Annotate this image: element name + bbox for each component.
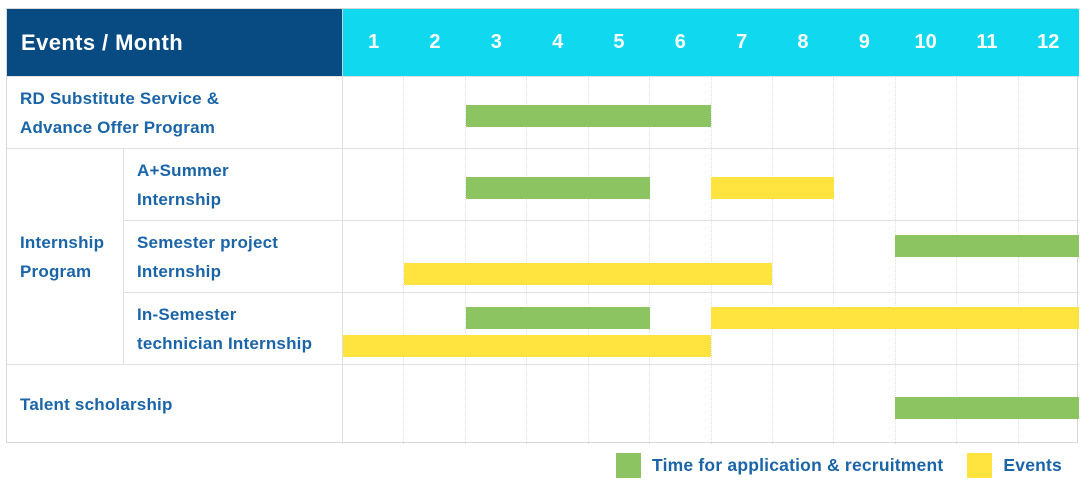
row-label-talent-scholarship: Talent scholarship <box>7 364 342 444</box>
grid-cell-month-3 <box>464 77 526 148</box>
grid-cell-month-5 <box>587 365 649 444</box>
month-header-5: 5 <box>613 31 625 53</box>
grid-cell-month-4 <box>526 221 587 292</box>
grid-cell-month-6 <box>649 365 710 444</box>
grid-cell-month-8 <box>771 77 833 148</box>
grid-cell-month-2 <box>403 365 464 444</box>
row-label-a-plus-summer: A+Summer Internship <box>123 148 342 220</box>
legend-label-application: Time for application & recruitment <box>652 455 944 475</box>
grid-cell-month-10 <box>894 77 956 148</box>
grid-cell-month-2 <box>403 221 464 292</box>
grid-cell-month-3 <box>464 221 526 292</box>
grid-cell-month-7 <box>710 221 772 292</box>
grid-cell-month-6 <box>649 149 710 220</box>
event-bar <box>711 307 1079 329</box>
grid-cell-month-7 <box>710 365 772 444</box>
header-months: 1 2 3 4 5 6 7 8 9 10 11 12 <box>342 9 1079 76</box>
month-header-12: 12 <box>1037 31 1060 53</box>
application-bar <box>465 105 711 128</box>
grid-cell-month-9 <box>833 365 894 444</box>
grid-cell-month-2 <box>403 293 464 364</box>
legend-label-events: Events <box>1003 455 1062 475</box>
grid-cell-month-1 <box>343 149 403 220</box>
row-label-in-semester-technician: In-Semester technician Internship <box>123 292 342 364</box>
grid-cell-month-8 <box>771 221 833 292</box>
grid-cell-month-11 <box>956 149 1017 220</box>
application-bar <box>465 177 650 200</box>
month-header-7: 7 <box>736 31 748 53</box>
month-header-3: 3 <box>490 31 502 53</box>
grid-cell-month-2 <box>403 77 464 148</box>
grid-cell-month-9 <box>833 221 894 292</box>
row-bars-a-plus-summer <box>342 148 1079 220</box>
grid-cell-month-9 <box>833 149 894 220</box>
grid-cell-month-9 <box>833 77 894 148</box>
grid-cell-month-12 <box>1017 149 1079 220</box>
grid-cell-month-11 <box>956 77 1017 148</box>
grid-cell-month-12 <box>1017 77 1079 148</box>
application-bar <box>465 307 650 329</box>
grid-cell-month-6 <box>649 221 710 292</box>
grid-cell-month-3 <box>464 365 526 444</box>
application-bar <box>895 235 1079 257</box>
month-header-8: 8 <box>797 31 809 53</box>
row-bars-semester-project <box>342 220 1079 292</box>
group-label-internship-program: Internship Program <box>7 148 123 364</box>
row-bars-rd-substitute <box>342 76 1079 148</box>
row-bars-in-semester-technician <box>342 292 1079 364</box>
grid-cell-month-1 <box>343 365 403 444</box>
green-swatch-icon <box>616 453 642 478</box>
grid-cell-month-3 <box>464 293 526 364</box>
header-events-month: Events / Month <box>7 9 342 76</box>
grid-cell-month-3 <box>464 149 526 220</box>
row-label-rd-substitute: RD Substitute Service & Advance Offer Pr… <box>7 76 342 148</box>
month-header-10: 10 <box>914 31 937 53</box>
legend: Time for application & recruitment Event… <box>616 453 1062 478</box>
grid-cell-month-1 <box>343 77 403 148</box>
application-bar <box>895 397 1079 420</box>
month-header-9: 9 <box>858 31 870 53</box>
row-bars-talent-scholarship <box>342 364 1079 444</box>
events-schedule-table: Events / Month 1 2 3 4 5 6 7 8 9 10 11 12 RD Substi… <box>6 8 1079 444</box>
event-bar <box>404 263 773 285</box>
grid-cell-month-7 <box>710 77 772 148</box>
yellow-swatch-icon <box>967 453 993 478</box>
row-label-semester-project: Semester project Internship <box>123 220 342 292</box>
legend-item-events: Events <box>967 453 1062 478</box>
month-header-6: 6 <box>674 31 686 53</box>
grid-cell-month-5 <box>587 221 649 292</box>
event-bar <box>711 177 834 200</box>
grid-cell-month-8 <box>771 365 833 444</box>
grid-cell-month-1 <box>343 221 403 292</box>
legend-item-application: Time for application & recruitment <box>616 453 943 478</box>
grid-cell-month-10 <box>894 149 956 220</box>
grid-cell-month-2 <box>403 149 464 220</box>
month-header-2: 2 <box>429 31 441 53</box>
month-header-1: 1 <box>368 31 380 53</box>
event-bar <box>343 335 711 357</box>
month-header-4: 4 <box>552 31 564 53</box>
month-header-11: 11 <box>976 31 998 53</box>
month-gridlines <box>343 77 1079 148</box>
grid-cell-month-4 <box>526 365 587 444</box>
